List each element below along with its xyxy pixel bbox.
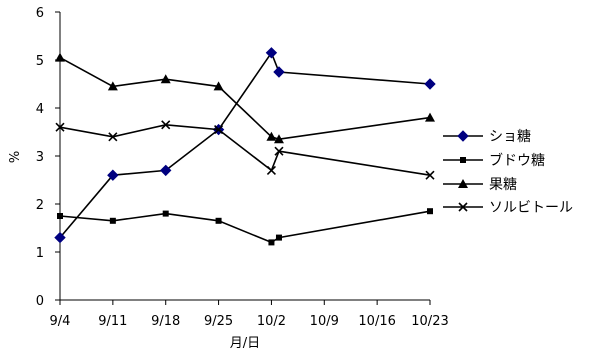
data-point bbox=[108, 132, 118, 142]
legend-label: ショ糖 bbox=[489, 129, 531, 145]
data-point bbox=[107, 81, 118, 91]
legend-label: 果糖 bbox=[489, 177, 517, 193]
x-tick-label: 10/16 bbox=[358, 314, 395, 329]
data-point bbox=[57, 213, 63, 219]
series-line bbox=[59, 56, 431, 141]
data-point bbox=[55, 52, 65, 62]
series bbox=[55, 52, 435, 144]
x-axis-title: 月/日 bbox=[230, 336, 260, 351]
x-tick-label: 10/23 bbox=[411, 314, 448, 329]
data-point bbox=[458, 179, 468, 188]
data-point bbox=[425, 170, 435, 180]
data-point bbox=[275, 234, 282, 241]
data-point bbox=[274, 146, 284, 156]
y-tick-label: 2 bbox=[36, 198, 44, 213]
data-point bbox=[266, 165, 276, 175]
plot-area bbox=[59, 12, 430, 301]
series bbox=[57, 208, 433, 246]
y-tick-label: 1 bbox=[36, 246, 44, 261]
legend-item: ソルビトール bbox=[443, 200, 573, 216]
y-tick-label: 6 bbox=[36, 6, 44, 21]
data-point bbox=[265, 47, 278, 59]
data-point bbox=[273, 66, 285, 78]
y-axis-title: % bbox=[8, 151, 23, 163]
y-axis-ticks: 0 1 2 3 4 5 6 bbox=[36, 6, 60, 309]
data-point bbox=[160, 164, 172, 177]
x-tick-label: 9/4 bbox=[50, 314, 71, 329]
data-point bbox=[427, 208, 433, 215]
y-tick-label: 0 bbox=[36, 294, 44, 309]
legend-label: ソルビトール bbox=[489, 200, 573, 216]
x-axis-ticks: 9/4 9/11 9/18 9/25 10/2 10/9 10/16 10/23 bbox=[50, 300, 449, 329]
legend-item: ショ糖 bbox=[443, 129, 531, 145]
series-line bbox=[59, 51, 431, 239]
y-tick-label: 3 bbox=[36, 150, 44, 165]
data-point bbox=[215, 217, 222, 224]
x-tick-label: 9/11 bbox=[98, 314, 127, 329]
series-line bbox=[59, 123, 431, 176]
data-point bbox=[268, 239, 275, 246]
x-tick-label: 9/25 bbox=[204, 314, 233, 329]
data-point bbox=[109, 217, 116, 224]
y-tick-label: 4 bbox=[36, 102, 44, 117]
y-tick-label: 5 bbox=[36, 54, 44, 69]
legend-label: ブドウ糖 bbox=[489, 152, 545, 169]
legend-item: 果糖 bbox=[443, 177, 517, 193]
series-line bbox=[59, 210, 431, 244]
x-tick-label: 10/9 bbox=[310, 314, 339, 329]
data-point bbox=[266, 131, 277, 141]
data-point bbox=[107, 169, 119, 181]
legend-item: ブドウ糖 bbox=[443, 152, 545, 169]
data-point bbox=[55, 122, 65, 132]
data-point bbox=[160, 74, 171, 84]
data-point bbox=[425, 112, 435, 122]
data-point bbox=[458, 202, 468, 212]
data-point bbox=[214, 125, 224, 135]
data-point bbox=[213, 81, 224, 91]
data-point bbox=[273, 134, 284, 144]
data-point bbox=[460, 157, 466, 163]
data-point bbox=[54, 231, 66, 244]
data-point bbox=[162, 210, 169, 217]
x-tick-label: 10/2 bbox=[257, 314, 286, 329]
series bbox=[55, 120, 435, 180]
series bbox=[54, 47, 436, 244]
data-point bbox=[457, 130, 469, 142]
x-tick-label: 9/18 bbox=[151, 314, 180, 329]
data-point bbox=[424, 78, 436, 90]
data-point bbox=[161, 120, 171, 130]
series-layer bbox=[54, 47, 436, 246]
